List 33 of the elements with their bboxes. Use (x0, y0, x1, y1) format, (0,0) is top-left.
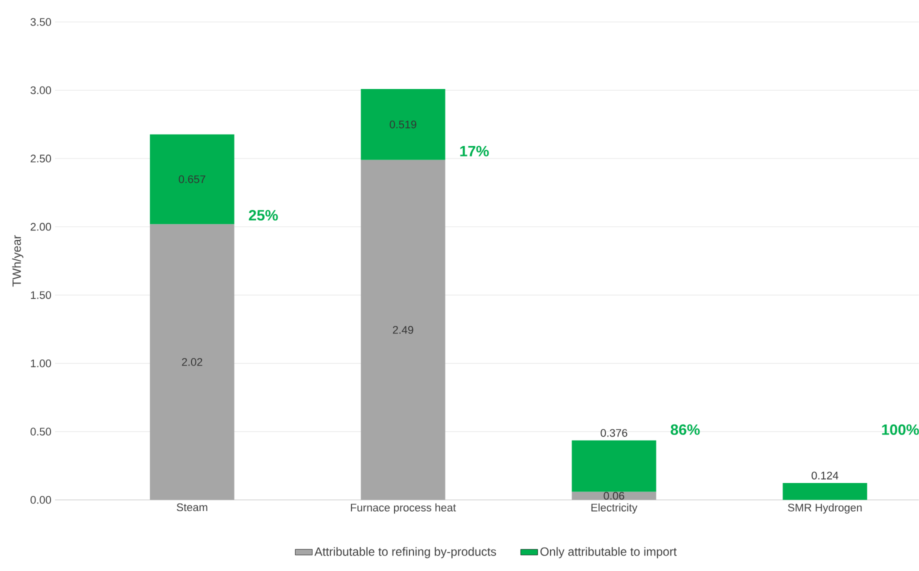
y-tick-label: 0.00 (30, 496, 52, 504)
data-label: 0.06 (604, 492, 624, 500)
data-label: 0.124 (812, 472, 838, 480)
annotation: 100% (882, 424, 919, 435)
annotation: 86% (670, 424, 700, 435)
x-tick-label: Electricity (591, 503, 638, 514)
y-tick-label: 0.50 (30, 428, 52, 436)
legend-label: Attributable to refining by-products (314, 547, 496, 558)
x-tick-label: Steam (176, 503, 208, 512)
x-tick-label: SMR Hydrogen (788, 503, 862, 514)
bar (782, 483, 868, 500)
data-label: 2.02 (182, 358, 202, 366)
bar (360, 160, 446, 500)
y-tick-label: 1.00 (30, 360, 52, 368)
data-label: 0.376 (600, 429, 628, 437)
bar (150, 134, 234, 224)
data-label: 2.49 (392, 326, 414, 334)
bar (150, 224, 234, 500)
annotation: 25% (248, 210, 278, 221)
annotation: 17% (460, 146, 489, 156)
y-axis-title: TWh/year (12, 235, 24, 287)
y-tick-label: 3.00 (30, 86, 52, 94)
x-tick-label: Furnace process heat (350, 503, 456, 514)
y-tick-label: 2.50 (30, 154, 52, 162)
data-label: 0.657 (178, 175, 206, 184)
y-tick-label: 1.50 (30, 291, 52, 300)
y-tick-label: 3.50 (30, 18, 52, 26)
legend-label: Only attributable to import (540, 547, 677, 558)
y-tick-label: 2.00 (30, 223, 52, 231)
bar (360, 89, 446, 160)
bar (572, 492, 656, 500)
bar (572, 440, 656, 492)
data-label: 0.519 (390, 120, 416, 128)
